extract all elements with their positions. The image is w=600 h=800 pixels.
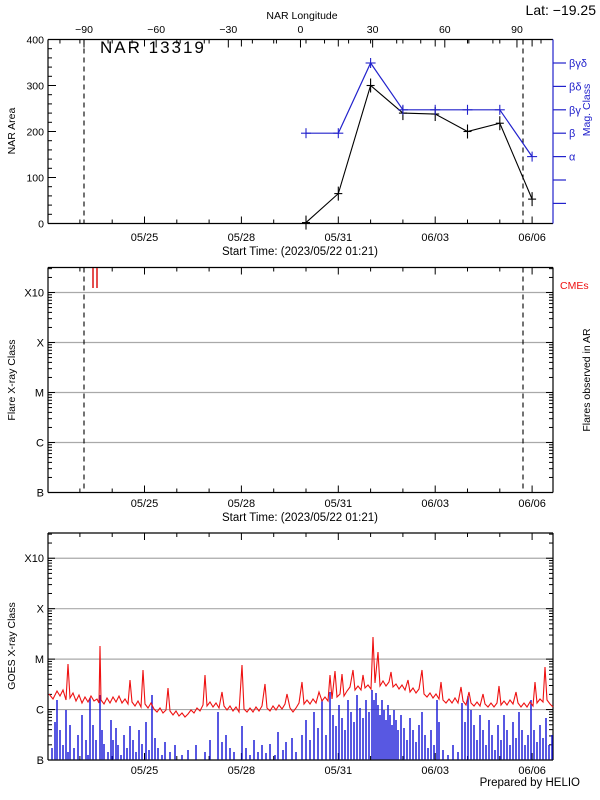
goes-blue-spikes bbox=[51, 690, 553, 760]
tick-label: 90 bbox=[511, 24, 523, 36]
cmes-label: CMEs bbox=[560, 280, 589, 292]
tick-label: −30 bbox=[219, 24, 237, 36]
tick-label: 0 bbox=[298, 24, 304, 36]
tick-label: 05/28 bbox=[228, 232, 256, 244]
panel2-flares: X10 X M C B 05/25 05/28 05/31 06/03 06/06 bbox=[24, 266, 554, 510]
tick-label: B bbox=[37, 488, 44, 500]
tick-label: 06/06 bbox=[518, 765, 546, 777]
tick-label: βδ bbox=[569, 81, 581, 93]
tick-label: 05/25 bbox=[131, 498, 159, 510]
tick-label: β bbox=[569, 128, 575, 140]
start-time-label-panel2: Start Time: (2023/05/22 01:21) bbox=[222, 512, 378, 524]
tick-label: 05/31 bbox=[325, 765, 353, 777]
tick-label: X bbox=[37, 604, 45, 616]
tick-label: X10 bbox=[24, 288, 44, 300]
tick-label: X10 bbox=[24, 553, 44, 565]
latitude-label: Lat: −19.25 bbox=[525, 2, 596, 18]
start-time-label-panel1: Start Time: (2023/05/22 01:21) bbox=[222, 246, 378, 258]
longitude-axis-label: NAR Longitude bbox=[266, 10, 338, 22]
nar-area-axis-label: NAR Area bbox=[6, 107, 18, 155]
tick-label: C bbox=[36, 438, 44, 450]
tick-label: α bbox=[569, 152, 576, 164]
tick-label: M bbox=[35, 654, 44, 666]
goes-xray-axis-label: GOES X-ray Class bbox=[6, 602, 18, 690]
tick-label: 06/03 bbox=[421, 765, 449, 777]
tick-label: 05/28 bbox=[228, 765, 256, 777]
panel3-goes: X10 X M C B 05/25 05/28 05/31 06/03 06/06 bbox=[24, 532, 554, 777]
tick-label: 100 bbox=[26, 173, 44, 185]
tick-label: 06/03 bbox=[421, 498, 449, 510]
prepared-by-credit: Prepared by HELIO bbox=[479, 777, 580, 789]
tick-label: 05/31 bbox=[325, 498, 353, 510]
tick-label: C bbox=[36, 705, 44, 717]
tick-label: B bbox=[37, 755, 44, 767]
tick-label: 300 bbox=[26, 81, 44, 93]
tick-label: X bbox=[37, 338, 45, 350]
tick-label: 06/06 bbox=[518, 498, 546, 510]
tick-label: 0 bbox=[38, 219, 44, 231]
flare-xray-axis-label: Flare X-ray Class bbox=[6, 339, 18, 421]
tick-label: 05/25 bbox=[131, 232, 159, 244]
tick-label: M bbox=[35, 388, 44, 400]
tick-label: 05/25 bbox=[131, 765, 159, 777]
tick-label: 05/28 bbox=[228, 498, 256, 510]
tick-label: −90 bbox=[75, 24, 93, 36]
tick-label: βγ bbox=[569, 105, 581, 117]
tick-label: 400 bbox=[26, 35, 44, 47]
tick-label: 60 bbox=[439, 24, 451, 36]
mag-class-axis-label: Mag. Class bbox=[581, 83, 593, 137]
tick-label: 200 bbox=[26, 127, 44, 139]
tick-label: βγδ bbox=[569, 58, 587, 70]
active-region-title: NAR 13319 bbox=[100, 38, 206, 57]
flares-observed-label: Flares observed in AR bbox=[581, 328, 593, 432]
tick-label: 05/31 bbox=[325, 232, 353, 244]
tick-label: −60 bbox=[147, 24, 165, 36]
tick-label: 06/06 bbox=[518, 232, 546, 244]
panel1-nar-area: −90 −60 −30 0 30 60 90 0 100 200 300 400 05/25 05/28 0… bbox=[26, 24, 586, 244]
tick-label: 30 bbox=[367, 24, 379, 36]
goes-red-trace bbox=[48, 636, 554, 718]
tick-label: 06/03 bbox=[421, 232, 449, 244]
